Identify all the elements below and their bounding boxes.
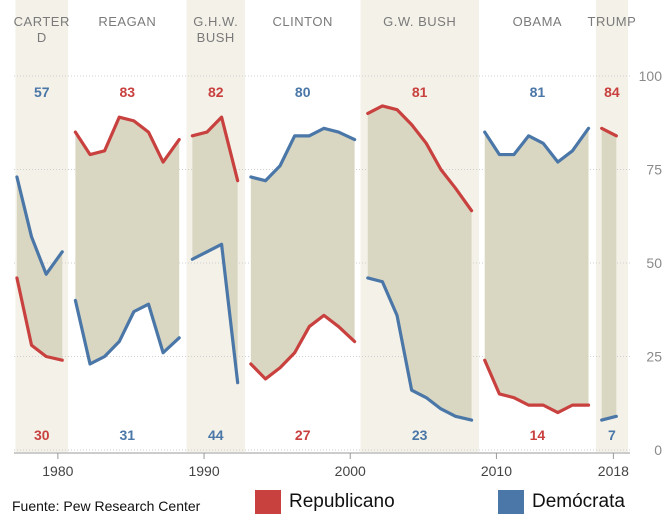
legend-swatch-republicano	[255, 490, 281, 514]
top-value-label-3: 80	[295, 84, 311, 100]
y-tick-label-1: 75	[646, 162, 662, 178]
x-tick-label-2: 2000	[335, 463, 366, 479]
legend-item-republicano: Republicano	[255, 490, 395, 514]
democrata-line-1	[73, 298, 181, 366]
republicano-line-4	[366, 104, 474, 213]
source-note: Fuente: Pew Research Center	[12, 498, 201, 514]
legend-label-republicano: Republicano	[289, 491, 395, 512]
democrata-line-0	[15, 175, 64, 276]
x-tick-label-3: 2010	[481, 463, 512, 479]
republicano-line-3	[249, 313, 357, 381]
bottom-value-label-3: 27	[295, 427, 311, 443]
gap-area-6	[601, 128, 617, 421]
presidency-name-3: CLINTON	[273, 14, 333, 29]
legend-swatch-democrata	[498, 490, 524, 514]
democrata-line-6	[600, 414, 618, 422]
gap-area-2	[192, 117, 238, 383]
presidency-name-4: G.W. BUSH	[383, 14, 456, 29]
democrata-line-5	[483, 126, 591, 164]
republicano-line-0	[15, 276, 64, 362]
bottom-value-label-4: 23	[412, 427, 428, 443]
presidency-name-5: OBAMA	[513, 14, 562, 29]
republicano-line-2	[190, 115, 240, 183]
x-tick-label-1: 1990	[188, 463, 219, 479]
gap-area-4	[367, 105, 472, 421]
democrata-line-3	[249, 126, 357, 183]
democrata-line-2	[190, 242, 240, 385]
y-tick-label-3: 25	[646, 349, 662, 365]
top-value-label-0: 57	[34, 84, 50, 100]
gap-area-3	[250, 128, 355, 379]
approval-chart: CARTER D REAGAN G.H.W. BUSH CLINTON G.W. BUSH O…	[14, 0, 663, 479]
presidency-name-2: G.H.W. BUSH	[193, 14, 238, 45]
y-tick-label-2: 50	[646, 255, 662, 271]
presidency-name-0: CARTER D	[14, 14, 70, 45]
top-value-label-2: 82	[208, 84, 224, 100]
bottom-value-label-5: 14	[530, 427, 546, 443]
bottom-value-label-2: 44	[208, 427, 224, 443]
top-value-label-5: 81	[530, 84, 546, 100]
republicano-line-1	[73, 115, 181, 164]
democrata-line-4	[366, 276, 474, 422]
top-value-label-6: 84	[604, 84, 620, 100]
legend-item-democrata: Demócrata	[498, 490, 625, 514]
footer: Fuente: Pew Research Center Republicano …	[0, 488, 665, 515]
y-tick-label-4: 0	[654, 442, 662, 458]
presidency-name-1: REAGAN	[98, 14, 156, 29]
presidency-name-6: TRUMP	[588, 14, 637, 29]
x-tick-label-4: 2018	[598, 463, 629, 479]
top-value-label-1: 83	[120, 84, 136, 100]
legend-label-democrata: Demócrata	[532, 491, 625, 512]
gap-area-5	[484, 128, 589, 413]
y-tick-label-0: 100	[639, 68, 663, 84]
bottom-value-label-6: 7	[608, 427, 616, 443]
bottom-value-label-1: 31	[120, 427, 136, 443]
top-value-label-4: 81	[412, 84, 428, 100]
republicano-line-5	[483, 358, 591, 415]
bottom-value-label-0: 30	[34, 427, 50, 443]
gap-area-1	[75, 117, 180, 364]
republicano-line-6	[600, 126, 618, 138]
gap-area-0	[16, 176, 63, 361]
x-tick-label-0: 1980	[42, 463, 73, 479]
